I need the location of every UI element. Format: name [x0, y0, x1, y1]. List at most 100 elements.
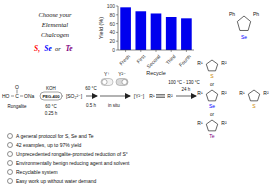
- bullet-dot: [8, 143, 13, 148]
- x-tick-label: Fresh: [118, 53, 131, 66]
- annotation: Te: [65, 44, 73, 53]
- annotation: R¹: [149, 93, 155, 99]
- annotation: Unprecedented rongalite-promoted reducti…: [16, 151, 128, 157]
- figure: 0 20 40 60 80 100 Fresh FirstSecondThirdFourth R…: [0, 0, 272, 189]
- ring: [206, 90, 217, 101]
- y-tick-label: 80: [109, 12, 115, 18]
- annotation: or: [210, 82, 215, 87]
- annotation: R¹: [239, 90, 245, 96]
- annotation: Elemental: [41, 21, 69, 28]
- annotation: Environmentally benign reducing agent an…: [16, 160, 130, 166]
- toggle-knob: [122, 79, 127, 84]
- x-tick-label: Second: [145, 53, 161, 69]
- annotation: 0.25 h: [45, 111, 58, 116]
- bar: [120, 7, 131, 50]
- solvent-badge: [40, 92, 62, 100]
- reaction-arrow: [86, 96, 97, 97]
- annotation: 0.5 h: [86, 103, 97, 108]
- annotation: Ph: [229, 11, 235, 17]
- annotation: Choose your: [38, 11, 72, 18]
- y-axis-label: Yield (%): [98, 17, 104, 39]
- bar: [151, 13, 162, 50]
- annotation: [Y²⁻]: [134, 93, 145, 99]
- x-tick: [140, 50, 141, 52]
- annotation: C: [15, 93, 19, 99]
- annotation: ONa: [24, 93, 35, 99]
- bar: [166, 17, 177, 50]
- y-tick: [116, 41, 118, 42]
- annotation: Recyclable system: [16, 169, 58, 175]
- toggle-on: [116, 79, 128, 86]
- y-tick-label: 60: [109, 21, 115, 27]
- ring: [206, 60, 217, 71]
- annotation: or: [210, 112, 215, 117]
- x-tick-label: Third: [164, 53, 176, 65]
- annotation: Se: [209, 103, 215, 109]
- annotation: Te: [209, 133, 215, 139]
- toggle-off: [101, 79, 113, 86]
- annotation: S: [252, 103, 256, 109]
- annotation: PEG-400: [42, 94, 60, 99]
- annotation: S,: [34, 44, 40, 53]
- bar-chart: 0 20 40 60 80 100 Fresh FirstSecondThirdFourth R…: [98, 3, 194, 76]
- ring: [237, 16, 250, 30]
- annotation: R¹: [197, 60, 203, 66]
- annotation: R²: [167, 93, 173, 99]
- bond: [20, 96, 23, 97]
- x-tick: [125, 50, 126, 52]
- annotation: 24 h: [182, 87, 191, 92]
- annotation: 42 examples, up to 97% yield: [16, 142, 82, 148]
- bullet-dot: [8, 134, 13, 139]
- y-tick: [116, 32, 118, 33]
- annotation: S: [210, 73, 214, 79]
- annotation: Ph: [253, 11, 259, 17]
- bond: [11, 96, 14, 97]
- annotation: R¹: [197, 120, 203, 126]
- ring: [206, 120, 217, 131]
- annotation: KOH: [46, 86, 56, 91]
- y-tick-label: 0: [112, 47, 115, 53]
- reaction-arrow: [100, 96, 130, 97]
- annotation: R²: [221, 120, 227, 126]
- x-axis-label: Recycle: [146, 70, 166, 76]
- bond: [156, 94, 165, 95]
- x-tick: [156, 50, 157, 52]
- reaction-arrow: [176, 96, 196, 97]
- annotation: Y²⁻: [118, 71, 126, 77]
- annotation: [SO₂²⁻]: [66, 93, 83, 99]
- annotation: R²: [221, 60, 227, 66]
- y-tick: [116, 50, 118, 51]
- bullet-dot: [8, 152, 13, 157]
- annotation: or: [55, 45, 61, 52]
- annotation: 60 °C: [85, 86, 97, 91]
- bullet-dot: [8, 170, 13, 175]
- y-tick: [116, 6, 118, 7]
- y-tick-label: 40: [109, 29, 115, 35]
- annotation: O: [15, 84, 19, 90]
- ring: [248, 90, 259, 101]
- bars: [120, 7, 191, 50]
- annotation: HO: [2, 93, 10, 99]
- y-axis-line: [118, 6, 119, 50]
- annotation: Easy work up without water demand: [16, 178, 97, 184]
- y-tick: [116, 14, 118, 15]
- annotation: Chalcogen: [41, 31, 69, 38]
- x-tick-label: First: [135, 53, 147, 65]
- bullet-dot: [8, 179, 13, 184]
- x-tick-label: Fourth: [177, 53, 192, 68]
- toggle-knob: [102, 79, 107, 84]
- annotation: 60 °C: [45, 104, 57, 109]
- annotation: A general protocol for S, Se and Te: [16, 133, 94, 139]
- y-tick: [116, 23, 118, 24]
- y-tick-label: 20: [109, 38, 115, 44]
- annotation: R²: [221, 90, 227, 96]
- bar: [181, 18, 192, 50]
- annotation: in situ: [108, 103, 120, 108]
- annotation: Rongalite: [7, 104, 27, 109]
- annotation: 100 °C - 130 °C: [168, 80, 200, 85]
- x-tick: [186, 50, 187, 52]
- annotations: Choose yourElementalChalcogenS,SeorTeHOC…: [2, 11, 269, 185]
- scheme: [8, 16, 260, 184]
- y-tick-label: 100: [107, 3, 116, 9]
- annotation: Se: [44, 44, 52, 53]
